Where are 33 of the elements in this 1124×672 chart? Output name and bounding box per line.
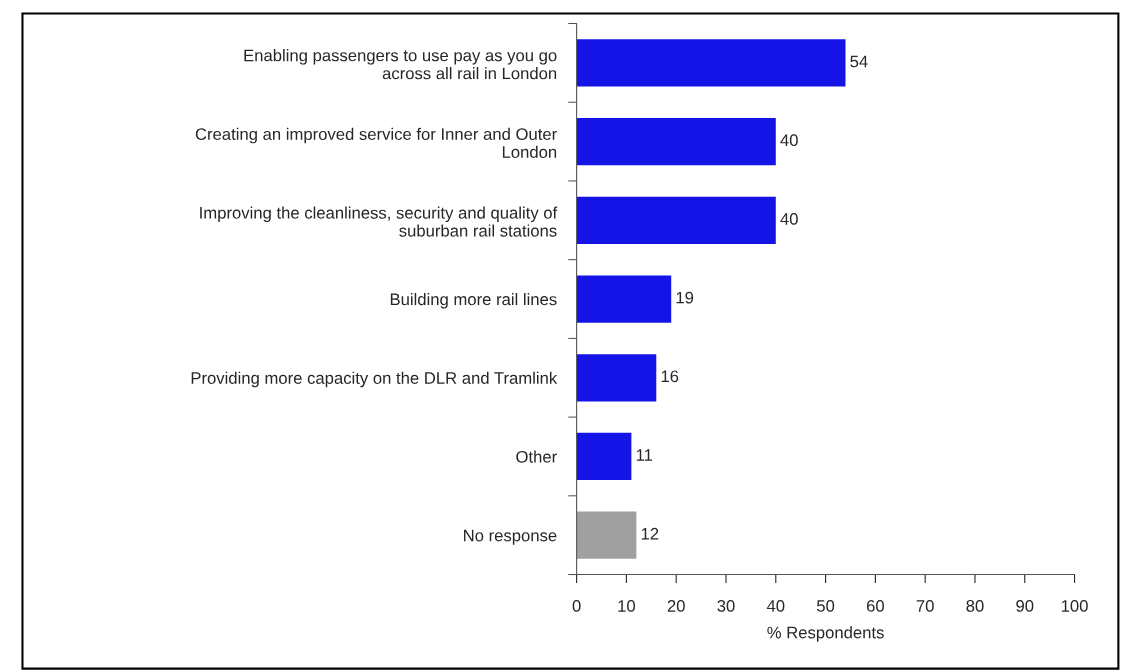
x-tick-label: 10	[618, 600, 636, 612]
x-tick-label: 40	[766, 600, 785, 612]
x-tick-label: 60	[866, 600, 884, 612]
x-tick-label: 100	[1061, 600, 1088, 612]
y-tick-label: Building more rail lines	[390, 293, 557, 309]
y-tick-label: Creating an improved service for Inner and Outer London	[195, 127, 557, 158]
x-tick-label: 50	[816, 600, 835, 612]
y-tick-label: Enabling passengers to use pay as you go across all rail in London	[244, 49, 557, 80]
data-label: 40	[780, 212, 798, 225]
bar	[576, 354, 657, 402]
bar	[576, 39, 846, 87]
x-tick-label: 80	[966, 600, 984, 612]
data-label: 12	[641, 527, 659, 540]
y-tick-label: Providing more capacity on the DLR and Tramlink	[191, 371, 558, 388]
x-tick-label: 30	[717, 600, 735, 612]
x-tick-label: 70	[916, 600, 934, 612]
data-label: 19	[676, 291, 694, 304]
x-tick-label: 0	[572, 600, 581, 612]
bar	[576, 275, 672, 323]
data-label: 11	[636, 449, 653, 461]
bar	[576, 196, 776, 244]
x-axis-title: % Respondents	[767, 626, 884, 642]
x-tick-label: 90	[1016, 600, 1034, 612]
x-tick-label: 20	[667, 600, 685, 612]
bar	[576, 432, 632, 481]
data-label: 16	[661, 370, 679, 383]
y-tick-label: Other	[516, 450, 557, 463]
data-label: 54	[850, 55, 868, 68]
data-label: 40	[780, 134, 798, 147]
y-tick-label: Improving the cleanliness, security and quality of suburban rail stations	[200, 206, 558, 237]
bar	[576, 117, 776, 166]
bar	[576, 511, 637, 559]
y-tick-label: No response	[464, 529, 557, 545]
